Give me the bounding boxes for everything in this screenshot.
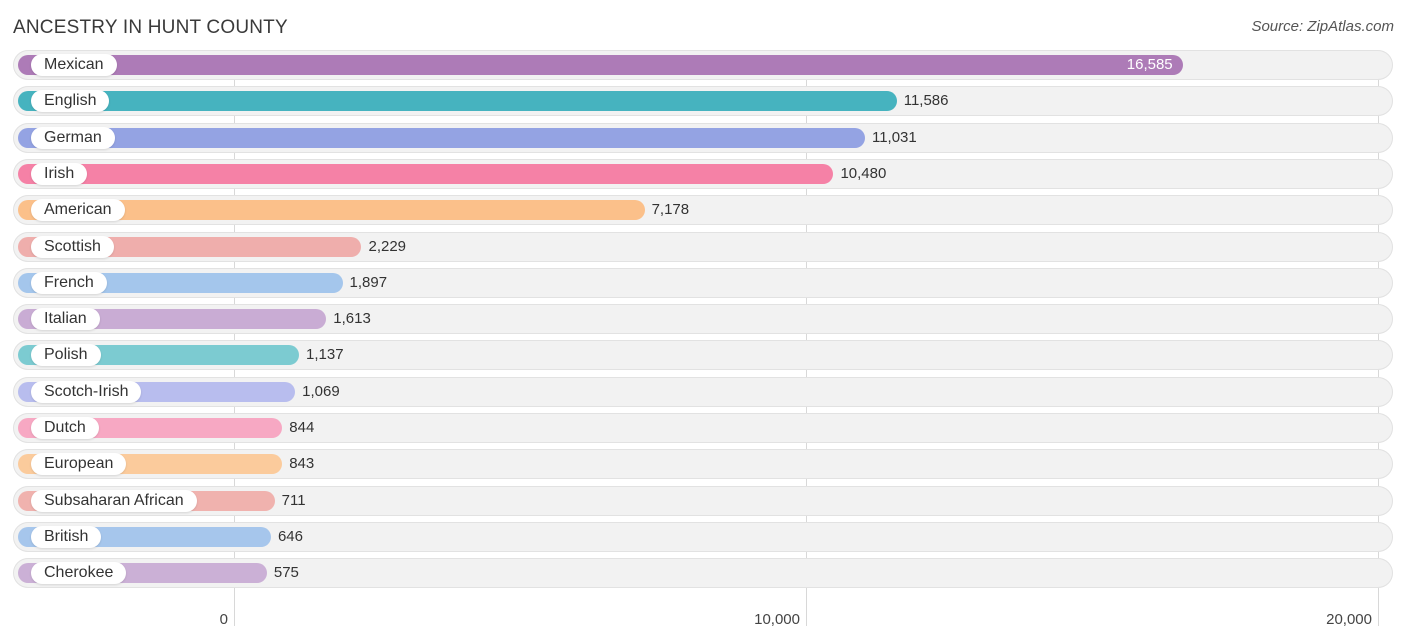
bar-label: English bbox=[31, 90, 110, 113]
bar-value-label: 1,137 bbox=[306, 346, 344, 364]
x-tick-label: 0 bbox=[219, 611, 228, 628]
bar-value-label: 711 bbox=[281, 491, 306, 509]
bar-value-label: 16,585 bbox=[1126, 56, 1173, 73]
bar-label: Cherokee bbox=[31, 562, 127, 585]
bar-value-label: 844 bbox=[289, 419, 315, 436]
bar-value-label: 1,613 bbox=[333, 310, 371, 328]
bar-value-label: 646 bbox=[277, 527, 303, 545]
bar-value-label: 1,069 bbox=[302, 382, 340, 400]
bar-label: Polish bbox=[31, 344, 101, 367]
bar-value-label: 575 bbox=[273, 564, 299, 582]
bar-label: American bbox=[31, 199, 125, 222]
bar-label: European bbox=[31, 453, 127, 476]
chart-title: ANCESTRY IN HUNT COUNTY bbox=[13, 17, 288, 38]
bar-value-label: 1,897 bbox=[349, 273, 388, 291]
bar-label: French bbox=[31, 271, 107, 294]
bar-mexican[interactable] bbox=[18, 55, 1183, 75]
bar-value-label: 843 bbox=[289, 455, 315, 473]
bar-label: Dutch bbox=[31, 417, 99, 439]
x-tick-label: 10,000 bbox=[754, 611, 800, 628]
bar-german[interactable] bbox=[18, 127, 865, 148]
bar-label: German bbox=[31, 126, 115, 149]
x-tick-label: 20,000 bbox=[1326, 611, 1372, 628]
bar-value-label: 11,031 bbox=[871, 128, 917, 146]
bar-label: Mexican bbox=[31, 54, 117, 76]
bar-label: British bbox=[31, 525, 102, 548]
bar-irish[interactable] bbox=[18, 163, 834, 184]
bar-label: Irish bbox=[31, 162, 88, 185]
bar-value-label: 7,178 bbox=[651, 201, 690, 219]
bar-label: Subsaharan African bbox=[31, 489, 197, 512]
bar-value-label: 2,229 bbox=[368, 237, 407, 255]
bar-label: Scottish bbox=[31, 235, 114, 258]
chart-source: Source: ZipAtlas.com bbox=[1251, 18, 1394, 35]
bar-label: Italian bbox=[31, 308, 100, 331]
bar-value-label: 10,480 bbox=[840, 164, 887, 182]
bar-value-label: 11,586 bbox=[903, 92, 949, 110]
bar-american[interactable] bbox=[18, 200, 645, 221]
bar-label: Scotch-Irish bbox=[31, 380, 142, 403]
bar-english[interactable] bbox=[18, 91, 897, 112]
